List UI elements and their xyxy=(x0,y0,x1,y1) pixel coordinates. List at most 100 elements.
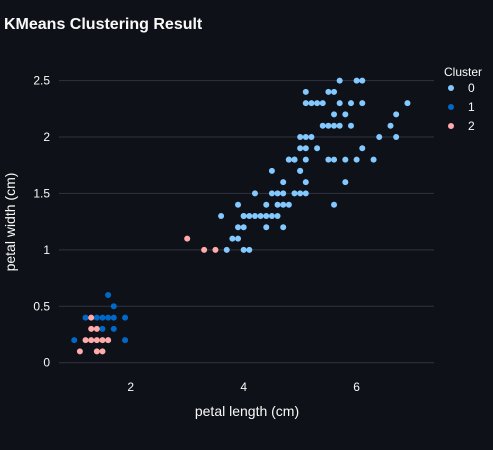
data-point-cluster-1 xyxy=(122,337,129,344)
y-tick-label: 1 xyxy=(43,243,50,257)
chart-title: KMeans Clustering Result xyxy=(4,16,203,33)
data-point-cluster-2 xyxy=(93,337,100,344)
y-tick-label: 2 xyxy=(43,130,50,144)
data-point-cluster-0 xyxy=(280,190,287,197)
data-point-cluster-2 xyxy=(93,325,100,332)
data-point-cluster-0 xyxy=(240,246,247,253)
data-point-cluster-1 xyxy=(110,303,117,310)
data-point-cluster-0 xyxy=(302,156,309,163)
legend-marker-2 xyxy=(448,123,454,129)
data-point-cluster-0 xyxy=(376,134,383,140)
data-point-cluster-0 xyxy=(302,134,309,140)
legend-title: Cluster xyxy=(444,65,482,79)
data-point-cluster-0 xyxy=(268,167,275,174)
data-point-cluster-0 xyxy=(336,122,343,129)
data-point-cluster-0 xyxy=(274,201,281,208)
gridlines xyxy=(59,80,434,364)
data-point-cluster-2 xyxy=(99,337,106,344)
data-point-cluster-0 xyxy=(297,167,304,174)
x-axis-label: petal length (cm) xyxy=(195,403,299,419)
data-point-cluster-1 xyxy=(93,314,100,321)
data-point-cluster-0 xyxy=(359,145,366,152)
data-point-cluster-0 xyxy=(297,134,304,140)
data-point-cluster-0 xyxy=(314,145,321,152)
data-point-cluster-0 xyxy=(302,179,309,186)
data-point-cluster-0 xyxy=(297,145,304,152)
data-point-cluster-0 xyxy=(387,122,394,129)
legend[interactable]: Cluster 0 1 2 xyxy=(444,65,482,133)
x-tick-label: 6 xyxy=(353,380,360,394)
data-point-cluster-0 xyxy=(342,179,349,186)
data-point-cluster-2 xyxy=(88,314,95,321)
x-tick-label: 4 xyxy=(240,380,247,394)
data-point-cluster-0 xyxy=(336,100,343,107)
data-point-cluster-0 xyxy=(393,134,400,140)
data-point-cluster-0 xyxy=(404,100,411,107)
data-point-cluster-0 xyxy=(263,224,270,231)
data-point-cluster-0 xyxy=(302,100,309,107)
data-point-cluster-0 xyxy=(223,246,230,253)
data-point-cluster-0 xyxy=(274,190,281,197)
data-point-cluster-0 xyxy=(331,122,338,129)
data-point-cluster-2 xyxy=(88,325,95,332)
legend-marker-0 xyxy=(448,85,454,91)
y-axis-ticks: 0 0.5 1 1.5 2 2.5 xyxy=(33,74,50,370)
data-point-cluster-2 xyxy=(88,337,95,344)
x-axis-ticks: 2 4 6 xyxy=(127,380,360,394)
data-point-cluster-0 xyxy=(291,190,298,197)
data-point-cluster-0 xyxy=(331,156,338,163)
data-point-cluster-0 xyxy=(325,122,332,129)
legend-label-2: 2 xyxy=(468,119,475,133)
data-point-cluster-0 xyxy=(353,77,360,84)
data-point-cluster-0 xyxy=(240,224,247,231)
data-point-cluster-2 xyxy=(93,348,100,355)
data-point-cluster-1 xyxy=(99,325,106,332)
data-point-cluster-0 xyxy=(274,213,281,219)
data-point-cluster-0 xyxy=(308,100,315,107)
data-point-cluster-0 xyxy=(331,88,338,95)
data-point-cluster-0 xyxy=(235,201,242,208)
data-point-cluster-0 xyxy=(257,213,264,219)
data-point-cluster-0 xyxy=(297,190,304,197)
data-point-cluster-0 xyxy=(280,224,287,231)
data-point-cluster-1 xyxy=(82,314,89,321)
data-point-cluster-0 xyxy=(218,213,225,219)
data-point-cluster-1 xyxy=(99,314,106,321)
data-point-cluster-0 xyxy=(251,213,258,219)
data-point-cluster-0 xyxy=(302,190,309,197)
data-point-cluster-0 xyxy=(235,235,242,242)
data-point-cluster-1 xyxy=(105,314,112,321)
data-point-cluster-1 xyxy=(110,325,117,332)
data-point-cluster-0 xyxy=(285,201,292,208)
y-tick-label: 0 xyxy=(43,356,50,370)
data-point-cluster-0 xyxy=(319,122,326,129)
data-point-cluster-0 xyxy=(325,156,332,163)
data-point-cluster-0 xyxy=(263,213,270,219)
data-point-cluster-0 xyxy=(280,179,287,186)
data-point-cluster-0 xyxy=(235,224,242,231)
data-point-cluster-0 xyxy=(393,111,400,118)
data-point-cluster-1 xyxy=(110,314,117,321)
data-point-cluster-0 xyxy=(263,201,270,208)
data-point-cluster-0 xyxy=(359,100,366,107)
y-tick-label: 1.5 xyxy=(33,186,50,200)
data-points xyxy=(71,77,411,355)
data-point-cluster-0 xyxy=(291,156,298,163)
data-point-cluster-2 xyxy=(76,348,83,355)
data-point-cluster-1 xyxy=(71,337,78,344)
data-point-cluster-0 xyxy=(336,77,343,84)
data-point-cluster-2 xyxy=(105,337,112,344)
data-point-cluster-0 xyxy=(240,213,247,219)
y-tick-label: 2.5 xyxy=(33,74,50,88)
data-point-cluster-0 xyxy=(347,122,354,129)
legend-marker-1 xyxy=(448,104,454,110)
data-point-cluster-0 xyxy=(342,111,349,118)
data-point-cluster-2 xyxy=(184,235,191,242)
data-point-cluster-2 xyxy=(82,337,89,344)
data-point-cluster-0 xyxy=(331,201,338,208)
data-point-cluster-0 xyxy=(268,213,275,219)
y-tick-label: 0.5 xyxy=(33,299,50,313)
data-point-cluster-0 xyxy=(314,100,321,107)
data-point-cluster-0 xyxy=(342,156,349,163)
